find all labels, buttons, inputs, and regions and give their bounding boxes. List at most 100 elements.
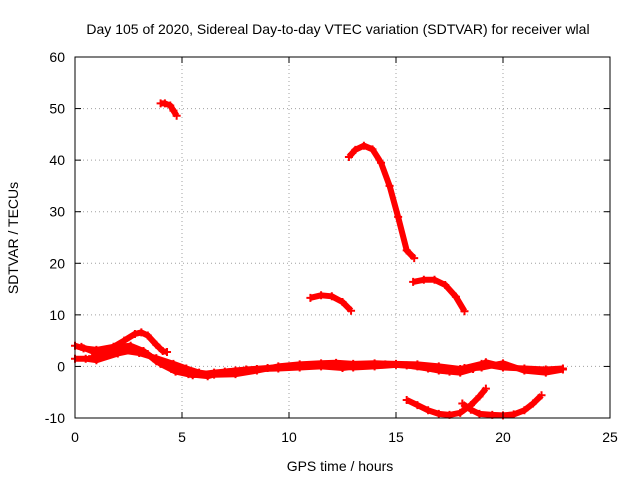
data-point <box>152 354 161 363</box>
data-point <box>458 399 467 408</box>
data-point <box>558 365 567 374</box>
data-point <box>385 181 394 190</box>
data-point <box>410 254 419 263</box>
series-arc-13h-peak <box>344 141 419 263</box>
tick-labels: 0 5 10 15 20 25 -10 0 10 20 30 40 50 60 <box>45 49 618 445</box>
data-point <box>413 401 422 410</box>
data-point <box>466 405 475 414</box>
data-point <box>481 384 490 393</box>
x-tick-label: 20 <box>495 429 511 445</box>
data-point <box>158 346 167 355</box>
x-tick-label: 10 <box>281 429 297 445</box>
series-arc-4h-high <box>156 99 181 120</box>
data-point <box>528 399 537 408</box>
data-point <box>499 359 507 368</box>
data-point <box>368 145 377 154</box>
data-point <box>456 408 465 417</box>
y-axis-label: SDTVAR / TECUs <box>5 182 21 294</box>
x-tick-label: 25 <box>602 429 618 445</box>
chart-title: Day 105 of 2020, Sidereal Day-to-day VTE… <box>86 21 589 37</box>
data-point <box>394 212 403 221</box>
data-point <box>344 153 353 162</box>
grid <box>75 57 610 418</box>
data-point <box>252 366 261 375</box>
data-point <box>477 363 486 372</box>
data-point <box>152 340 161 349</box>
data-point <box>392 359 400 368</box>
data-point <box>113 345 122 354</box>
data-point <box>182 364 191 373</box>
data-point <box>456 365 465 374</box>
data-point <box>359 141 368 150</box>
data-point <box>509 410 518 419</box>
data-point <box>475 392 484 401</box>
y-tick-label: 40 <box>49 152 65 168</box>
data-point <box>451 292 460 301</box>
data-point <box>195 368 204 377</box>
data-point <box>413 360 422 369</box>
data-point <box>130 329 139 338</box>
data-point <box>77 342 86 351</box>
data-point <box>295 360 304 369</box>
data-point <box>351 145 360 154</box>
data-point <box>171 367 180 376</box>
data-point <box>166 101 175 110</box>
data-point <box>135 349 144 358</box>
data-point <box>169 106 178 115</box>
series-arc-11h <box>306 291 356 315</box>
data-point <box>409 277 418 286</box>
data-point <box>172 111 181 120</box>
data-point <box>306 293 315 302</box>
data-point <box>210 370 219 379</box>
axis-ticks <box>74 56 611 419</box>
data-point <box>317 291 326 300</box>
y-tick-label: -10 <box>45 410 65 426</box>
x-tick-label: 0 <box>71 429 79 445</box>
y-tick-label: 60 <box>49 49 65 65</box>
series-arc-baseline-c <box>77 342 567 379</box>
data-point <box>137 328 146 337</box>
data-point <box>160 99 169 108</box>
data-point <box>441 280 450 289</box>
x-axis-label: GPS time / hours <box>287 458 394 474</box>
data-point <box>402 395 411 404</box>
series-arc-17h <box>409 275 469 316</box>
data-point <box>327 292 336 301</box>
data-point <box>402 246 411 255</box>
data-point <box>537 391 546 400</box>
data-point <box>434 362 443 371</box>
data-point <box>163 347 172 356</box>
data-point <box>377 158 386 167</box>
y-tick-label: 0 <box>57 358 65 374</box>
data-point <box>143 331 152 340</box>
data-point <box>231 370 240 379</box>
data-point <box>332 358 341 367</box>
y-tick-label: 30 <box>49 204 65 220</box>
data-point <box>338 297 347 306</box>
data-point <box>274 362 283 371</box>
data-point <box>347 306 356 315</box>
data-series <box>71 99 567 420</box>
plot-frame <box>74 56 611 419</box>
data-point <box>520 366 529 375</box>
y-tick-label: 10 <box>49 307 65 323</box>
data-point <box>370 359 379 368</box>
data-point <box>92 356 101 365</box>
y-tick-label: 20 <box>49 255 65 271</box>
data-point <box>460 307 469 316</box>
y-tick-label: 50 <box>49 101 65 117</box>
data-point <box>541 368 550 377</box>
data-point <box>520 406 529 415</box>
data-point <box>317 359 326 368</box>
x-tick-label: 15 <box>388 429 404 445</box>
data-point <box>81 354 90 363</box>
data-point <box>349 359 358 368</box>
data-point <box>434 409 443 418</box>
data-point <box>169 359 178 368</box>
data-point <box>475 409 484 418</box>
data-point <box>419 275 428 284</box>
data-point <box>424 406 433 415</box>
data-point <box>430 275 439 284</box>
